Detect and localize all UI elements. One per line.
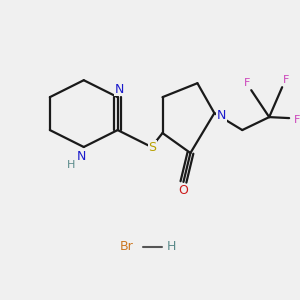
Text: F: F: [244, 78, 250, 88]
Text: N: N: [115, 83, 124, 96]
Text: H: H: [67, 160, 75, 170]
Text: F: F: [294, 115, 300, 125]
Text: Br: Br: [120, 240, 134, 253]
Text: H: H: [167, 240, 176, 253]
Text: N: N: [217, 109, 226, 122]
Text: F: F: [283, 75, 289, 85]
Text: N: N: [77, 151, 86, 164]
Text: O: O: [178, 184, 188, 197]
Text: S: S: [148, 140, 157, 154]
